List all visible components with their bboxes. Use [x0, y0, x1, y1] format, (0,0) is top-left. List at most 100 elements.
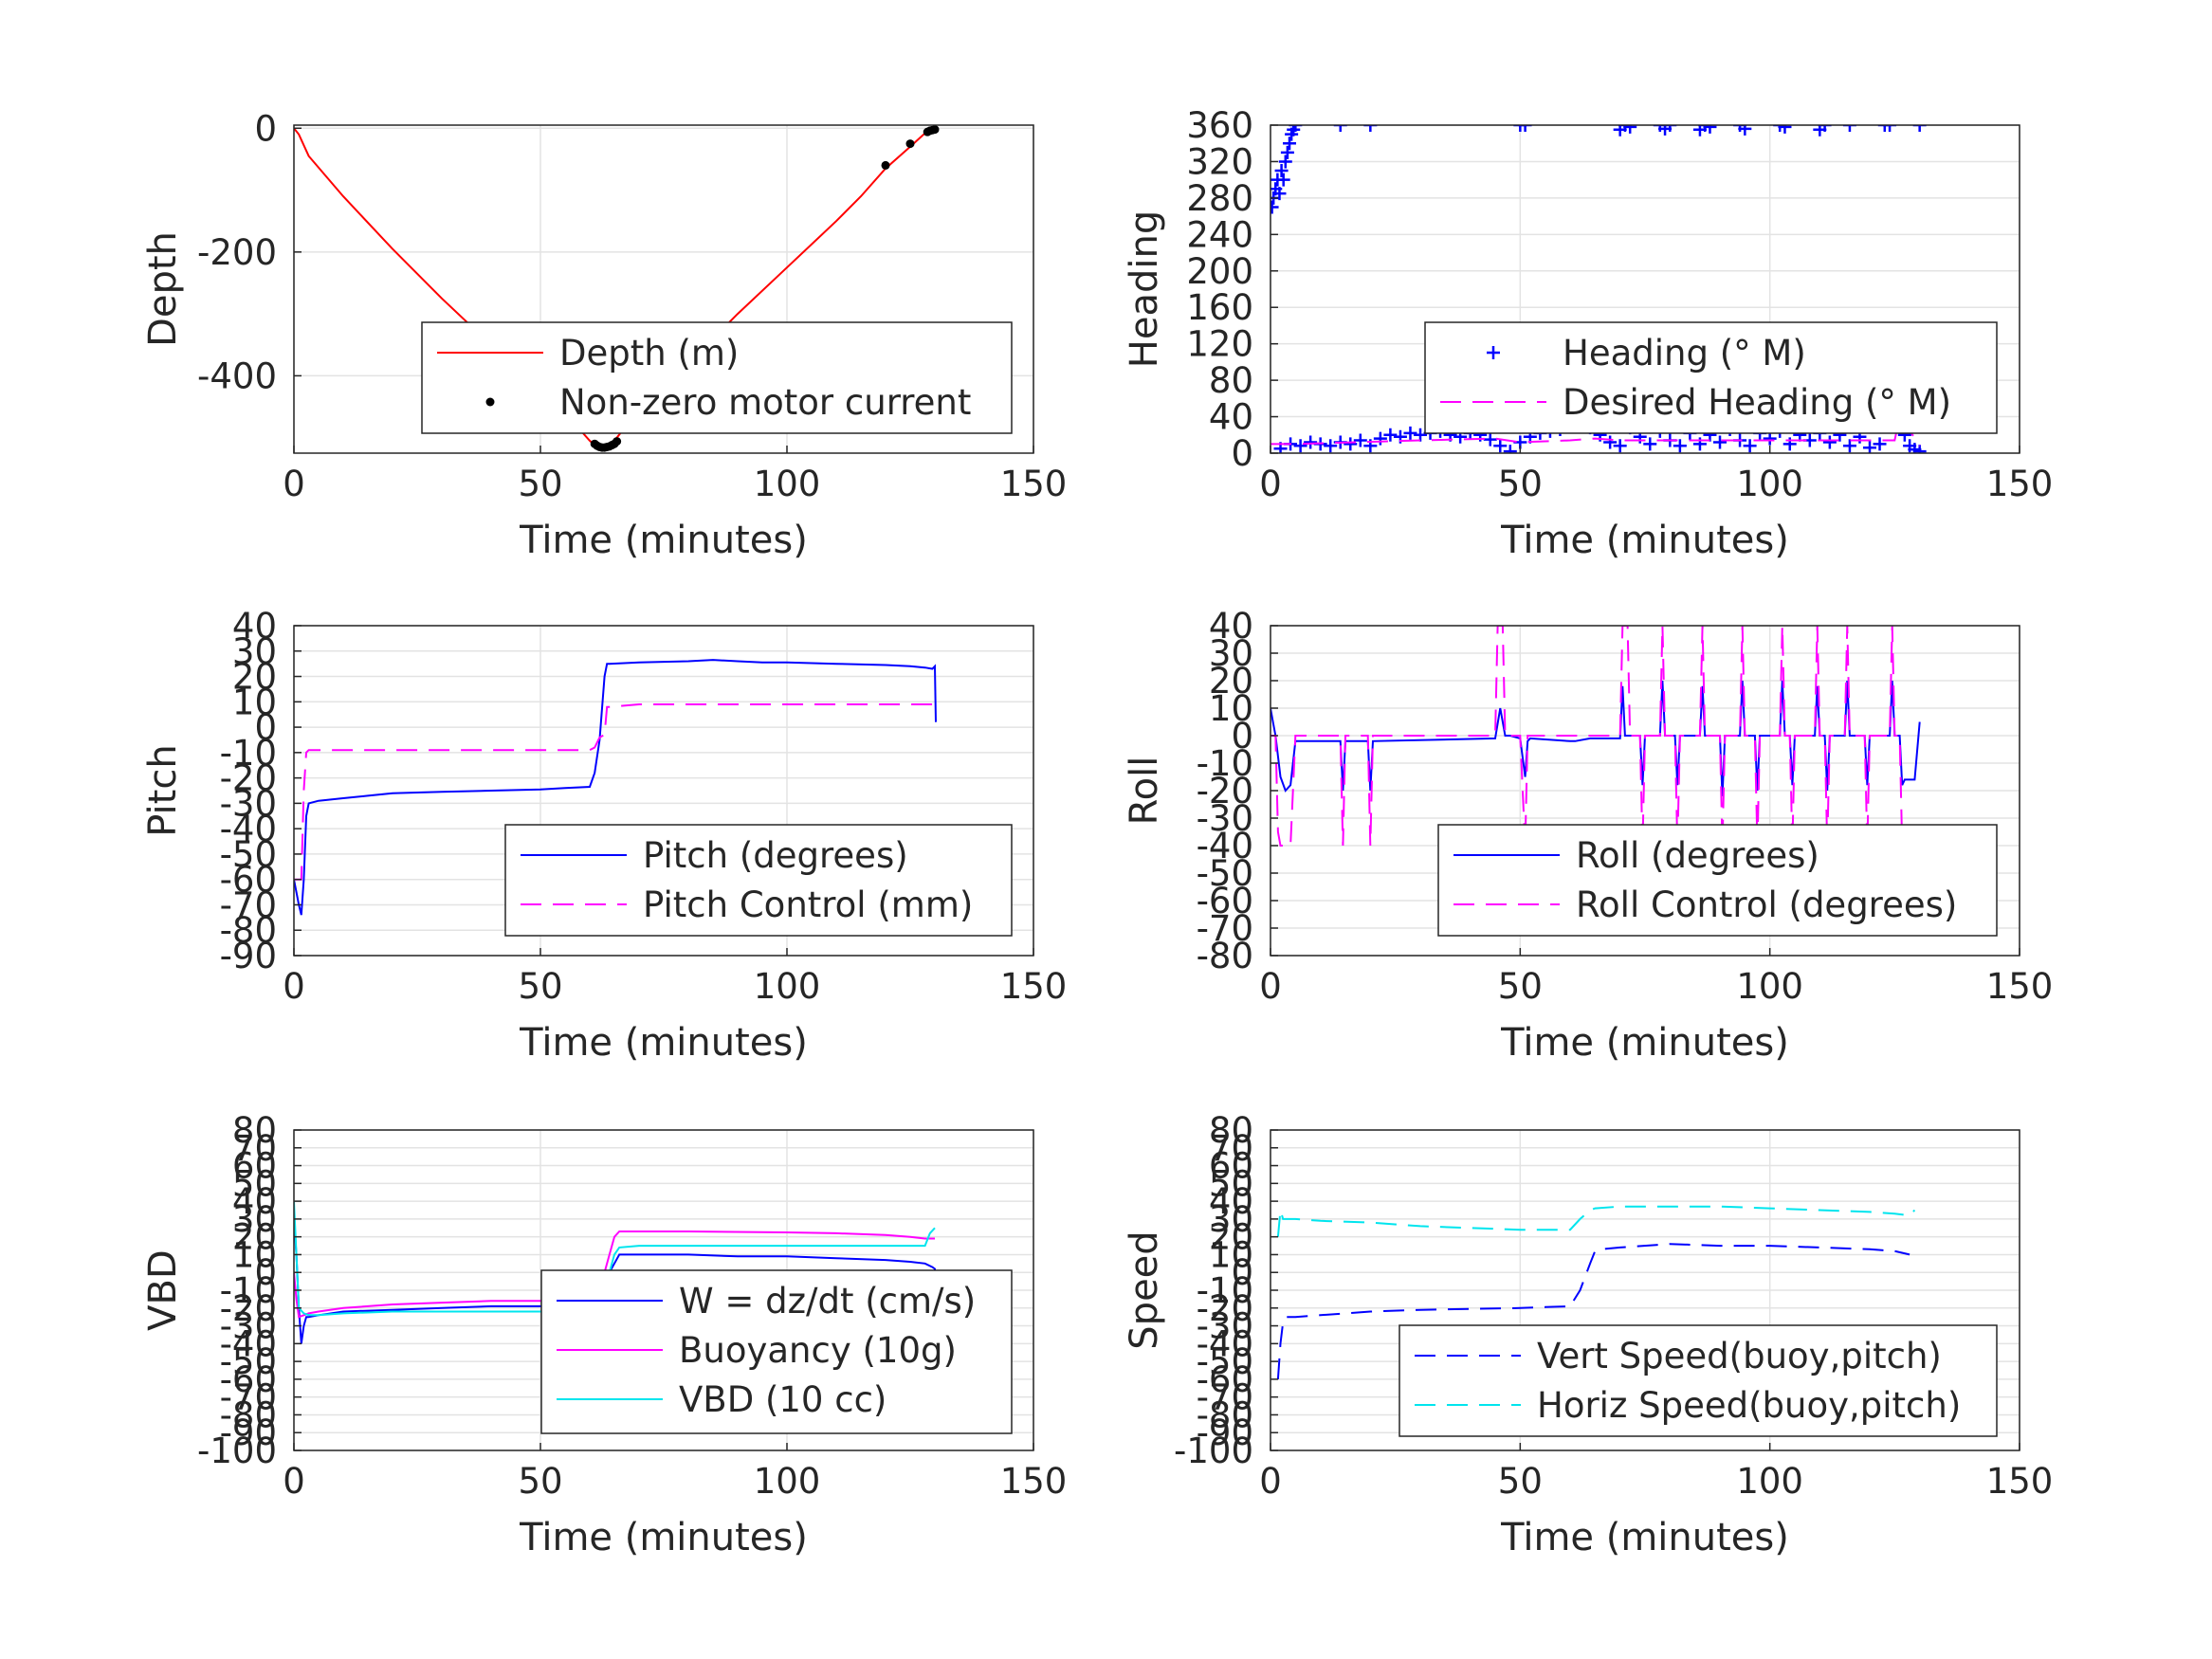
y-tick-label: 40 — [232, 1181, 277, 1222]
y-tick-label: -80 — [1197, 936, 1253, 976]
x-tick-label: 50 — [1498, 1461, 1543, 1502]
data-point — [1842, 125, 1856, 132]
x-tick-label: 150 — [1000, 966, 1068, 1007]
series-line — [294, 703, 935, 881]
x-tick-label: 100 — [1736, 1461, 1803, 1502]
y-tick-label: -50 — [1197, 853, 1253, 894]
x-tick-label: 150 — [1986, 1461, 2054, 1502]
x-tick-label: 50 — [1498, 966, 1543, 1007]
x-tick-label: 0 — [283, 966, 305, 1007]
legend-label: Horiz Speed(buoy,pitch) — [1537, 1385, 1961, 1426]
y-tick-label: 20 — [232, 657, 277, 698]
series-line — [1276, 1243, 1910, 1379]
legend-label: Pitch Control (mm) — [643, 884, 973, 925]
y-tick-label: -30 — [220, 1306, 277, 1347]
data-point — [1698, 125, 1712, 132]
y-tick-label: 30 — [232, 1199, 277, 1240]
x-tick-label: 0 — [1259, 1461, 1282, 1502]
legend: W = dz/dt (cm/s) Buoyancy (10g) VBD (10 cc… — [540, 1269, 1013, 1434]
data-point — [1623, 125, 1637, 134]
y-tick-label: -20 — [220, 1288, 277, 1329]
legend-label: VBD (10 cc) — [679, 1379, 887, 1420]
data-point — [1818, 125, 1832, 132]
legend-box — [1437, 824, 1998, 937]
y-tick-label: 20 — [1209, 661, 1253, 702]
x-tick-label: 100 — [754, 1461, 821, 1502]
y-tick-label: 240 — [1186, 214, 1253, 255]
x-axis-label: Time (minutes) — [1500, 1021, 1789, 1065]
y-tick-label: -80 — [1197, 1395, 1253, 1435]
y-axis-label: Pitch — [141, 744, 185, 836]
data-point — [1503, 445, 1517, 453]
y-tick-label: -40 — [1197, 1323, 1253, 1364]
y-tick-label: 20 — [232, 1217, 277, 1258]
data-point — [1713, 435, 1727, 449]
y-tick-label: 80 — [232, 1110, 277, 1151]
data-point — [1383, 428, 1398, 442]
y-axis-label: VBD — [141, 1249, 185, 1331]
y-tick-label: 200 — [1186, 251, 1253, 292]
y-tick-label: -10 — [1197, 1270, 1253, 1311]
x-axis-label: Time (minutes) — [1500, 1516, 1789, 1559]
y-tick-label: -100 — [197, 1431, 277, 1471]
y-tick-label: 10 — [232, 1234, 277, 1275]
legend-marker — [1487, 346, 1500, 359]
data-point — [1738, 125, 1752, 136]
data-point — [1673, 439, 1687, 453]
y-tick-label: -40 — [220, 809, 277, 849]
y-tick-label: -10 — [220, 733, 277, 774]
y-tick-label: -60 — [220, 860, 277, 901]
x-tick-label: 0 — [283, 1461, 305, 1502]
y-tick-label: -70 — [220, 1377, 277, 1418]
data-point — [1324, 439, 1338, 453]
legend: Depth (m) Non-zero motor current — [421, 321, 1013, 434]
data-point — [1778, 125, 1792, 134]
data-point — [1414, 428, 1427, 442]
data-point — [1353, 433, 1367, 447]
y-tick-label: -30 — [220, 783, 277, 824]
data-point — [1403, 426, 1417, 440]
data-point — [1603, 435, 1618, 449]
y-tick-label: -10 — [220, 1270, 277, 1311]
legend: Roll (degrees) Roll Control (degrees) — [1437, 824, 1998, 937]
y-tick-label: 0 — [254, 707, 277, 748]
data-point — [1773, 125, 1787, 132]
y-tick-label: 10 — [1209, 688, 1253, 729]
x-tick-label: 50 — [518, 966, 562, 1007]
chart-panel: 0 50 100 15080706050403020100-10-20-30-40-5… — [141, 1110, 1067, 1559]
data-point — [1643, 437, 1657, 451]
data-point — [1618, 125, 1632, 132]
data-point — [1276, 173, 1290, 187]
y-tick-label: -50 — [220, 834, 277, 875]
data-point — [905, 139, 915, 149]
legend: Pitch (degrees) Pitch Control (mm) — [504, 824, 1013, 937]
x-tick-label: 150 — [1000, 464, 1068, 504]
y-tick-label: -20 — [220, 758, 277, 799]
y-tick-label: -70 — [1197, 908, 1253, 949]
data-point — [1283, 137, 1297, 151]
legend-label: Depth (m) — [559, 333, 739, 374]
x-tick-label: 100 — [1736, 464, 1803, 504]
legend-box — [421, 321, 1013, 434]
data-point — [1763, 431, 1777, 446]
legend-label: Roll (degrees) — [1576, 835, 1819, 876]
legend-box — [504, 824, 1013, 937]
y-tick-label: -60 — [1197, 881, 1253, 921]
x-tick-label: 0 — [1259, 464, 1282, 504]
y-axis-label: Heading — [1123, 210, 1166, 368]
axes-box — [1270, 124, 2020, 454]
y-tick-label: 30 — [1209, 1199, 1253, 1240]
y-tick-label: -20 — [1197, 1288, 1253, 1329]
y-tick-label: -80 — [220, 1395, 277, 1435]
legend-label: Vert Speed(buoy,pitch) — [1537, 1336, 1942, 1376]
data-point — [1483, 432, 1497, 447]
x-axis-label: Time (minutes) — [519, 1516, 808, 1559]
data-point — [1822, 435, 1837, 449]
y-tick-label: -70 — [1197, 1377, 1253, 1418]
data-point — [930, 125, 940, 135]
data-point — [1278, 155, 1292, 169]
data-point — [881, 160, 890, 170]
x-tick-label: 100 — [754, 464, 821, 504]
legend-marker — [485, 397, 495, 407]
